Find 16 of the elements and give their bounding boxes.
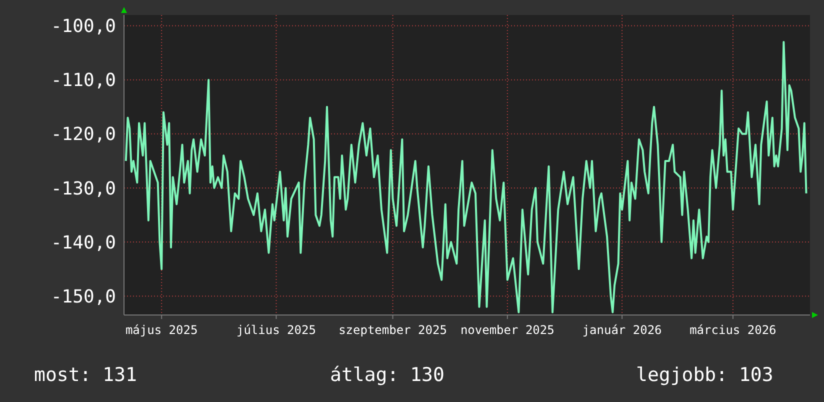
y-tick-label: -120,0 — [50, 124, 116, 146]
text: most: 131 — [34, 364, 137, 386]
y-tick-label: -140,0 — [50, 232, 116, 254]
text: átlag: 130 — [330, 364, 444, 386]
y-tick-label: -150,0 — [50, 286, 116, 308]
text: legjobb: 103 — [636, 364, 774, 386]
line-series — [124, 41, 808, 314]
y-tick-label: -130,0 — [50, 178, 116, 200]
x-tick-label: január 2026 — [582, 323, 662, 337]
x-tick-label: november 2025 — [460, 323, 554, 337]
y-tick-label: -110,0 — [50, 70, 116, 92]
x-tick-label: szeptember 2025 — [338, 323, 447, 337]
x-tick-label: május 2025 — [125, 323, 198, 337]
x-tick-label: július 2025 — [236, 323, 316, 337]
y-tick-label: -100,0 — [50, 16, 116, 38]
x-tick-label: március 2026 — [690, 323, 776, 337]
